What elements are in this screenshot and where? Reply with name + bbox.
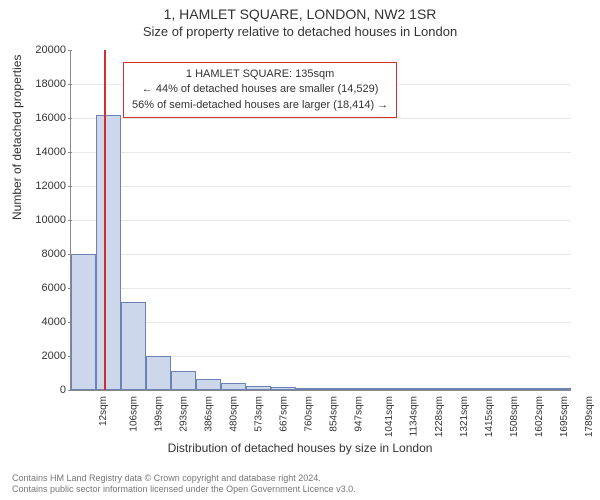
histogram-bar bbox=[221, 383, 246, 390]
footer-line-2: Contains public sector information licen… bbox=[12, 484, 356, 496]
y-tick-label: 10000 bbox=[26, 214, 66, 226]
histogram-bar bbox=[346, 388, 371, 390]
x-axis-label: Distribution of detached houses by size … bbox=[0, 441, 600, 455]
x-tick-label: 199sqm bbox=[154, 396, 165, 432]
histogram-bar bbox=[271, 387, 296, 390]
x-tick-label: 1134sqm bbox=[408, 396, 419, 436]
x-tick-label: 1321sqm bbox=[459, 396, 470, 437]
x-tick-label: 1415sqm bbox=[484, 396, 495, 437]
x-tick-label: 480sqm bbox=[229, 396, 240, 432]
histogram-bar bbox=[296, 388, 321, 390]
histogram-bar bbox=[171, 371, 196, 390]
gridline bbox=[71, 254, 571, 255]
x-tick-label: 1228sqm bbox=[434, 396, 445, 437]
gridline bbox=[71, 322, 571, 323]
info-box: 1 HAMLET SQUARE: 135sqm ← 44% of detache… bbox=[123, 62, 397, 118]
info-line-2: ← 44% of detached houses are smaller (14… bbox=[132, 82, 388, 97]
gridline bbox=[71, 220, 571, 221]
x-tick-label: 293sqm bbox=[179, 396, 190, 432]
y-tick-label: 12000 bbox=[26, 180, 66, 192]
marker-line bbox=[104, 50, 106, 390]
footer: Contains HM Land Registry data © Crown c… bbox=[12, 473, 356, 496]
histogram-bar bbox=[321, 388, 346, 390]
y-tick-label: 2000 bbox=[26, 350, 66, 362]
page-subtitle: Size of property relative to detached ho… bbox=[0, 22, 600, 39]
histogram-bar bbox=[521, 388, 546, 390]
x-tick-label: 1508sqm bbox=[509, 396, 520, 437]
x-tick-label: 106sqm bbox=[129, 396, 140, 432]
y-tick-label: 6000 bbox=[26, 282, 66, 294]
x-tick-label: 573sqm bbox=[254, 396, 265, 432]
x-tick-label: 1602sqm bbox=[534, 396, 545, 437]
info-line-3: 56% of semi-detached houses are larger (… bbox=[132, 98, 388, 113]
x-tick-label: 386sqm bbox=[204, 396, 215, 432]
y-tick-label: 0 bbox=[26, 384, 66, 396]
histogram-bar bbox=[96, 115, 121, 390]
y-tick-label: 8000 bbox=[26, 248, 66, 260]
y-tick-label: 16000 bbox=[26, 112, 66, 124]
x-tick-label: 947sqm bbox=[354, 396, 365, 432]
histogram-bar bbox=[121, 302, 146, 390]
histogram-bar bbox=[471, 388, 496, 390]
x-tick-label: 760sqm bbox=[304, 396, 315, 432]
gridline bbox=[71, 288, 571, 289]
histogram-bar bbox=[371, 388, 396, 390]
chart-container: 1, HAMLET SQUARE, LONDON, NW2 1SR Size o… bbox=[0, 0, 600, 500]
x-tick-label: 12sqm bbox=[98, 396, 109, 426]
x-tick-label: 1041sqm bbox=[384, 396, 395, 437]
gridline bbox=[71, 152, 571, 153]
histogram-bar bbox=[396, 388, 421, 390]
y-tick-label: 4000 bbox=[26, 316, 66, 328]
footer-line-1: Contains HM Land Registry data © Crown c… bbox=[12, 473, 356, 485]
x-tick-label: 854sqm bbox=[329, 396, 340, 432]
histogram-bar bbox=[71, 254, 96, 390]
histogram-bar bbox=[246, 386, 271, 390]
histogram-bar bbox=[196, 379, 221, 390]
gridline bbox=[71, 186, 571, 187]
x-tick-label: 667sqm bbox=[279, 396, 290, 432]
x-tick-label: 1695sqm bbox=[559, 396, 570, 437]
histogram-bar bbox=[446, 388, 471, 390]
histogram-bar bbox=[546, 388, 571, 390]
histogram-bar bbox=[421, 388, 446, 390]
y-tick-label: 18000 bbox=[26, 78, 66, 90]
y-tick-label: 14000 bbox=[26, 146, 66, 158]
plot-area: 1 HAMLET SQUARE: 135sqm ← 44% of detache… bbox=[70, 50, 571, 391]
page-title: 1, HAMLET SQUARE, LONDON, NW2 1SR bbox=[0, 0, 600, 22]
info-line-1: 1 HAMLET SQUARE: 135sqm bbox=[132, 67, 388, 82]
x-tick-label: 1789sqm bbox=[584, 396, 595, 437]
y-tick-label: 20000 bbox=[26, 44, 66, 56]
y-axis-label: Number of detached properties bbox=[10, 55, 24, 220]
histogram-bar bbox=[146, 356, 171, 390]
histogram-bar bbox=[496, 388, 521, 390]
